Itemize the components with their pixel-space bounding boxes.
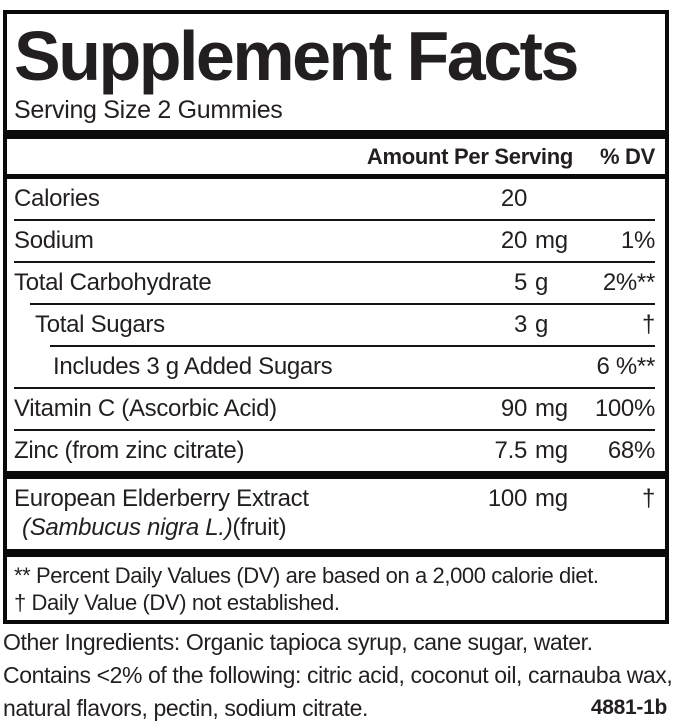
row-divider <box>14 387 655 389</box>
row-divider-indented <box>30 303 655 305</box>
row-divider <box>14 429 655 431</box>
thick-divider <box>7 130 665 139</box>
row-divider <box>14 261 655 263</box>
footnote-percent-dv: ** Percent Daily Values (DV) are based o… <box>14 563 599 588</box>
column-header-row: Amount Per Serving % DV <box>14 139 655 174</box>
contains-statement: Contains <2% of the following: citric ac… <box>3 662 673 721</box>
nutrient-table: Calories 20 Sodium 20 mg 1% Total Carboh… <box>7 179 665 471</box>
row-total-carbohydrate: Total Carbohydrate 5 g 2%** <box>14 269 655 296</box>
serving-size: Serving Size 2 Gummies <box>14 96 283 124</box>
medium-divider <box>7 174 665 179</box>
row-divider-indented <box>50 345 655 347</box>
panel-title: Supplement Facts <box>14 17 579 95</box>
other-ingredients-line: Other Ingredients: Organic tapioca syrup… <box>3 629 593 655</box>
row-added-sugars: Includes 3 g Added Sugars 6 %** <box>53 353 655 380</box>
row-total-sugars: Total Sugars 3 g † <box>35 311 655 338</box>
thick-divider <box>7 549 665 557</box>
row-sodium: Sodium 20 mg 1% <box>14 227 655 254</box>
row-calories: Calories 20 <box>14 185 527 212</box>
extract-name: European Elderberry Extract <box>14 485 309 512</box>
thick-divider <box>7 471 665 479</box>
column-header-amount: Amount Per Serving <box>366 143 573 169</box>
row-elderberry-extract: European Elderberry Extract (Sambucus ni… <box>14 485 655 541</box>
row-divider <box>14 219 655 221</box>
supplement-facts-panel: Supplement Facts Serving Size 2 Gummies … <box>3 10 669 624</box>
footnotes: ** Percent Daily Values (DV) are based o… <box>7 557 665 620</box>
other-ingredients: Other Ingredients: Organic tapioca syrup… <box>3 626 673 725</box>
row-zinc: Zinc (from zinc citrate) 7.5 mg 68% <box>14 437 655 464</box>
extract-scientific-name: (Sambucus nigra L.)(fruit) <box>22 514 287 541</box>
product-code: 4881-1b <box>584 696 667 720</box>
footnote-dv-not-established: † Daily Value (DV) not established. <box>14 590 340 615</box>
row-vitamin-c: Vitamin C (Ascorbic Acid) 90 mg 100% <box>14 395 655 422</box>
column-header-dv: % DV <box>599 143 655 169</box>
